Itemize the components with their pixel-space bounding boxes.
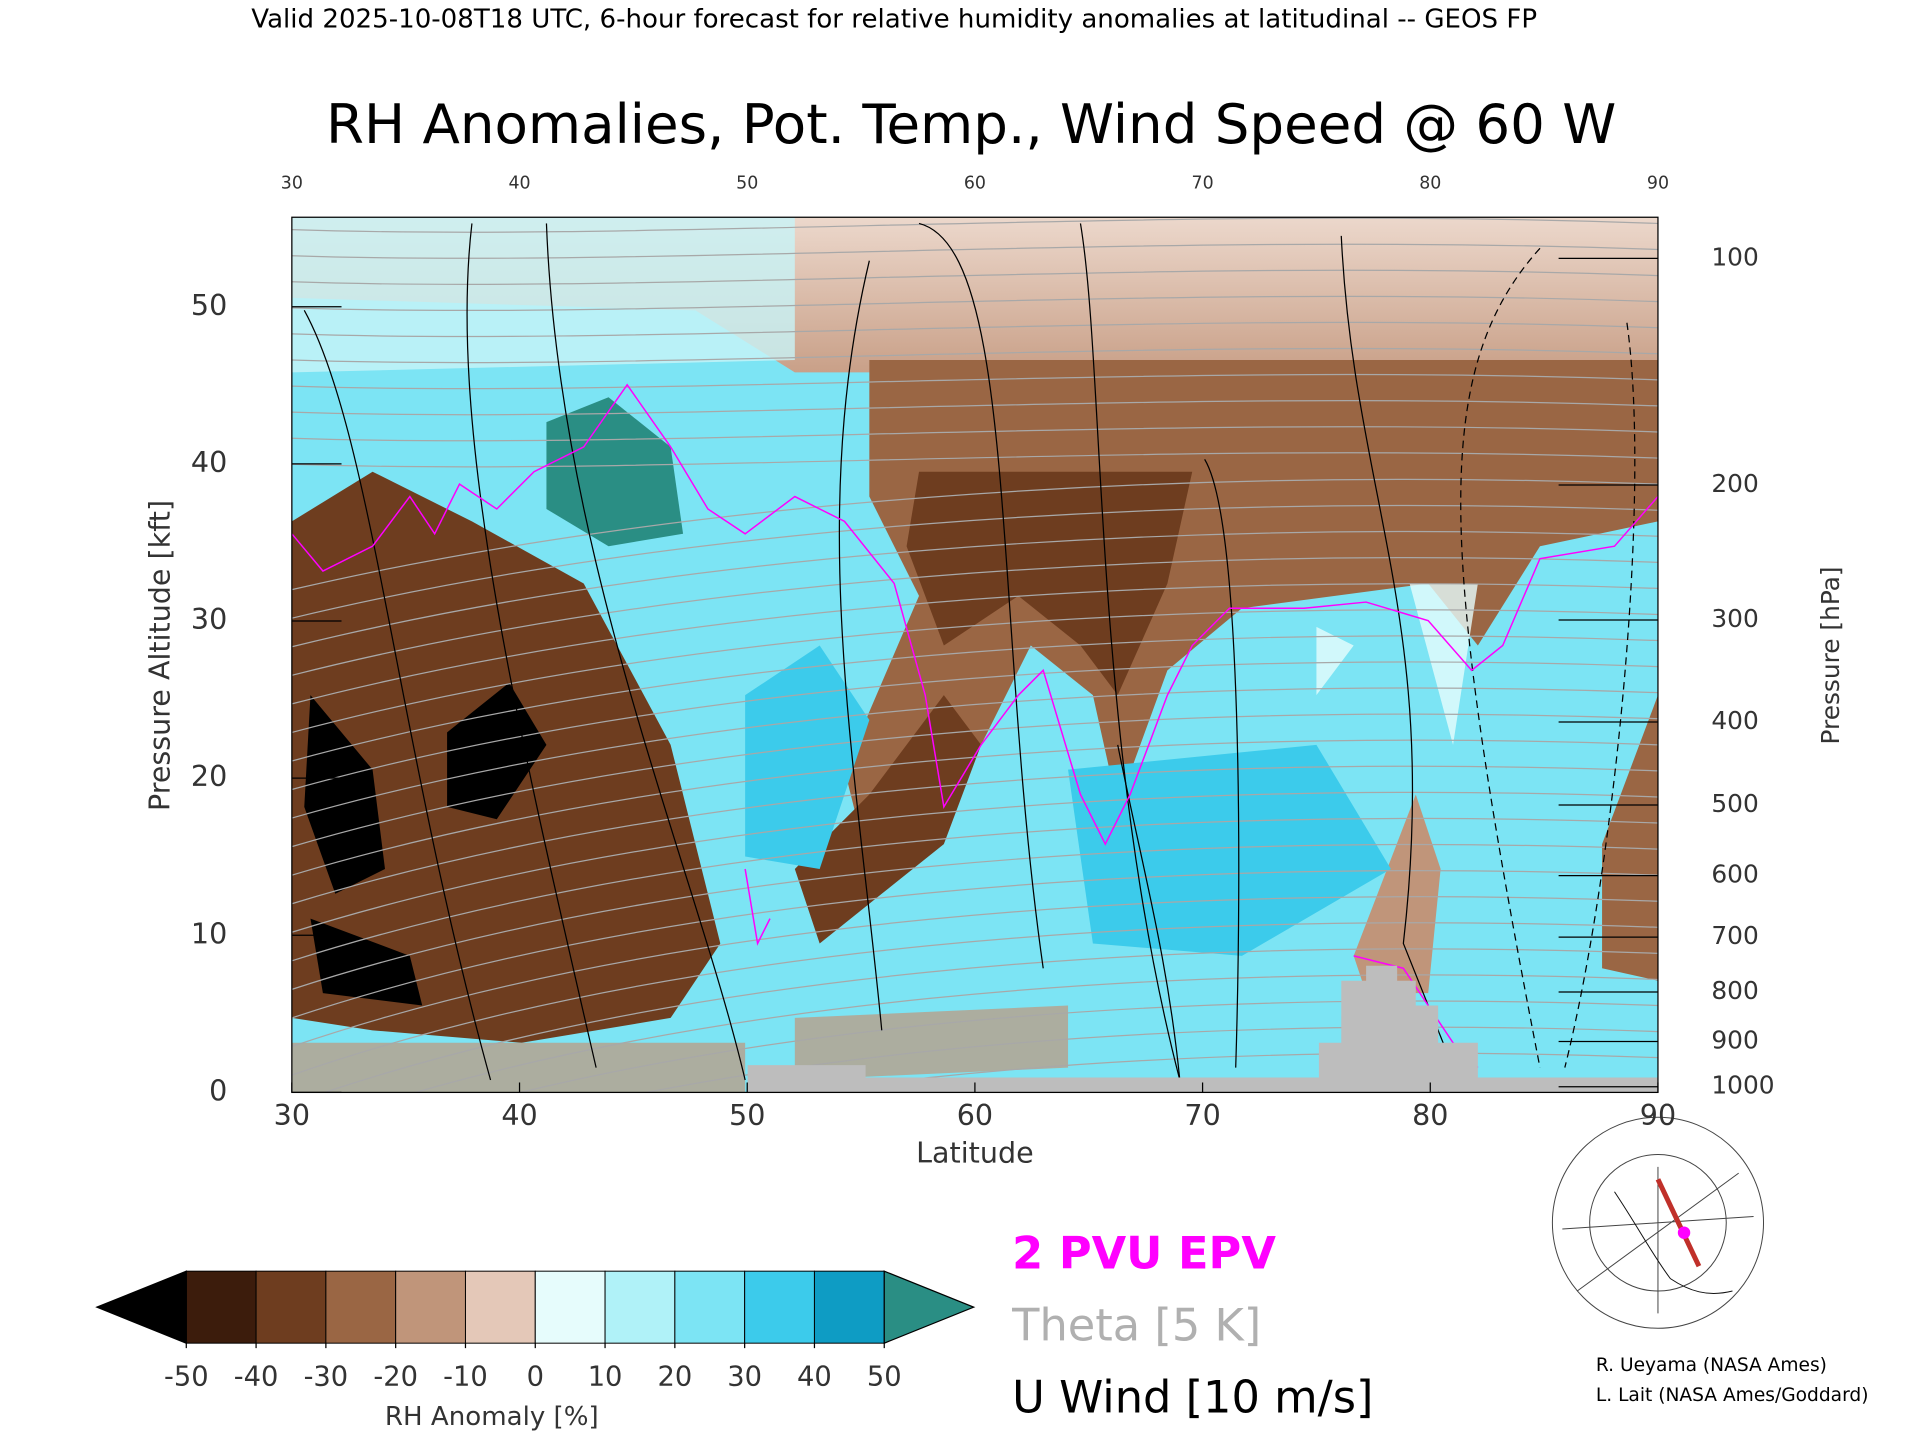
theta-contour xyxy=(291,295,1658,312)
colorbar-tick-label: -10 xyxy=(443,1361,488,1392)
x-top-tick-label: 60 xyxy=(964,174,986,194)
theta-contour xyxy=(291,713,1658,848)
theta-contour xyxy=(291,321,1658,338)
colorbar-bin xyxy=(813,1270,885,1344)
colorbar-tick-label: 40 xyxy=(797,1361,832,1392)
x-tick-label: 80 xyxy=(1412,1098,1448,1132)
theta-contour xyxy=(291,791,1658,933)
x-top-tick-label: 50 xyxy=(736,174,758,194)
theta-contour xyxy=(291,504,1658,619)
colorbar-bin xyxy=(395,1270,466,1344)
theta-contour xyxy=(291,373,1658,390)
y-tick-label: 10 xyxy=(191,916,227,950)
y-axis-label: Pressure Altitude [kft] xyxy=(142,500,176,811)
theta-contour xyxy=(291,557,1658,676)
colorbar-bin xyxy=(464,1270,536,1344)
x-top-tick-label: 30 xyxy=(281,174,303,194)
y2-tick-label: 400 xyxy=(1711,706,1758,735)
colorbar-bin xyxy=(604,1270,676,1344)
colorbar-tick-label: 30 xyxy=(727,1361,762,1392)
theta-contour xyxy=(291,347,1658,364)
x-tick-label: 60 xyxy=(957,1098,993,1132)
x-top-tick-label: 90 xyxy=(1647,174,1669,194)
colorbar-tick-label: 10 xyxy=(588,1361,623,1392)
theta-contour xyxy=(291,635,1658,762)
y2-tick-label: 500 xyxy=(1711,789,1758,818)
x-top-tick-label: 80 xyxy=(1419,174,1441,194)
theta-contour xyxy=(291,217,1658,233)
credit: R. Ueyama (NASA Ames) xyxy=(1596,1355,1827,1376)
colorbar-bin xyxy=(185,1270,257,1344)
y2-axis-label: Pressure [hPa] xyxy=(1816,566,1845,744)
colorbar-tick-label: 0 xyxy=(527,1361,544,1392)
theta-contour xyxy=(291,452,1658,468)
theta-contour xyxy=(291,896,1658,1048)
theta-contour xyxy=(518,1000,1658,1093)
x-axis-label: Latitude xyxy=(916,1135,1034,1169)
y2-tick-label: 800 xyxy=(1711,976,1758,1005)
theta-contour xyxy=(291,478,1658,591)
theta-contour xyxy=(291,870,1658,1019)
colorbar-tick-label: -20 xyxy=(373,1361,418,1392)
theta-contour xyxy=(291,243,1658,259)
y2-tick-label: 600 xyxy=(1711,860,1758,889)
y-tick-label: 50 xyxy=(191,288,227,322)
map-inset xyxy=(1551,1116,1765,1329)
header: Valid 2025-10-08T18 UTC, 6-hour forecast… xyxy=(251,4,1537,34)
theta-contour xyxy=(291,531,1658,648)
y-tick-label: 0 xyxy=(209,1073,227,1107)
chart-title: RH Anomalies, Pot. Temp., Wind Speed @ 6… xyxy=(326,92,1616,156)
theta-contour xyxy=(291,583,1658,705)
colorbar-bin xyxy=(744,1270,815,1344)
colorbar-tick-label: -50 xyxy=(164,1361,209,1392)
colorbar-over xyxy=(883,1270,976,1345)
colorbar-bin xyxy=(255,1270,327,1344)
x-tick-label: 70 xyxy=(1184,1098,1220,1132)
theta-contour xyxy=(291,609,1658,734)
x-tick-label: 30 xyxy=(274,1098,310,1132)
theta-contour xyxy=(291,400,1658,416)
legend-entry: Theta [5 K] xyxy=(1011,1299,1261,1351)
y2-tick-label: 700 xyxy=(1711,921,1758,950)
theta-contour xyxy=(291,687,1658,819)
x-tick-label: 90 xyxy=(1640,1098,1676,1132)
theta-contour xyxy=(291,661,1658,791)
theta-contour xyxy=(291,922,1658,1076)
y-tick-label: 20 xyxy=(191,759,227,793)
colorbar-tick-label: -30 xyxy=(304,1361,349,1392)
credit: L. Lait (NASA Ames/Goddard) xyxy=(1596,1385,1869,1406)
theta-contour xyxy=(322,948,1658,1093)
colorbar-under xyxy=(95,1270,187,1345)
field xyxy=(291,217,1658,1093)
theta-contour xyxy=(291,817,1658,962)
colorbar-tick-label: -40 xyxy=(234,1361,279,1392)
y2-tick-label: 200 xyxy=(1711,469,1758,498)
theta-contour xyxy=(291,269,1658,285)
colorbar-bin xyxy=(674,1270,746,1344)
colorbar-bin xyxy=(534,1270,606,1344)
y2-tick-label: 900 xyxy=(1711,1025,1758,1054)
x-tick-label: 40 xyxy=(501,1098,537,1132)
y-tick-label: 40 xyxy=(191,445,227,479)
y2-tick-label: 100 xyxy=(1711,242,1758,271)
y-tick-label: 30 xyxy=(191,602,227,636)
legend-entry: U Wind [10 m/s] xyxy=(1012,1371,1373,1423)
legend-entry: 2 PVU EPV xyxy=(1012,1227,1276,1279)
colorbar-bin xyxy=(325,1270,397,1344)
colorbar-tick-label: 20 xyxy=(657,1361,692,1392)
x-top-tick-label: 40 xyxy=(508,174,530,194)
x-tick-label: 50 xyxy=(729,1098,765,1132)
colorbar-tick-label: 50 xyxy=(867,1361,902,1392)
theta-contour xyxy=(291,426,1658,442)
x-top-tick-label: 70 xyxy=(1192,174,1214,194)
y2-tick-label: 1000 xyxy=(1711,1071,1774,1100)
theta-contour xyxy=(413,974,1658,1093)
theta-contour xyxy=(291,765,1658,905)
y2-tick-label: 300 xyxy=(1711,604,1758,633)
theta-contour xyxy=(291,739,1658,876)
colorbar-label: RH Anomaly [%] xyxy=(385,1402,599,1432)
theta-contour xyxy=(291,843,1658,990)
